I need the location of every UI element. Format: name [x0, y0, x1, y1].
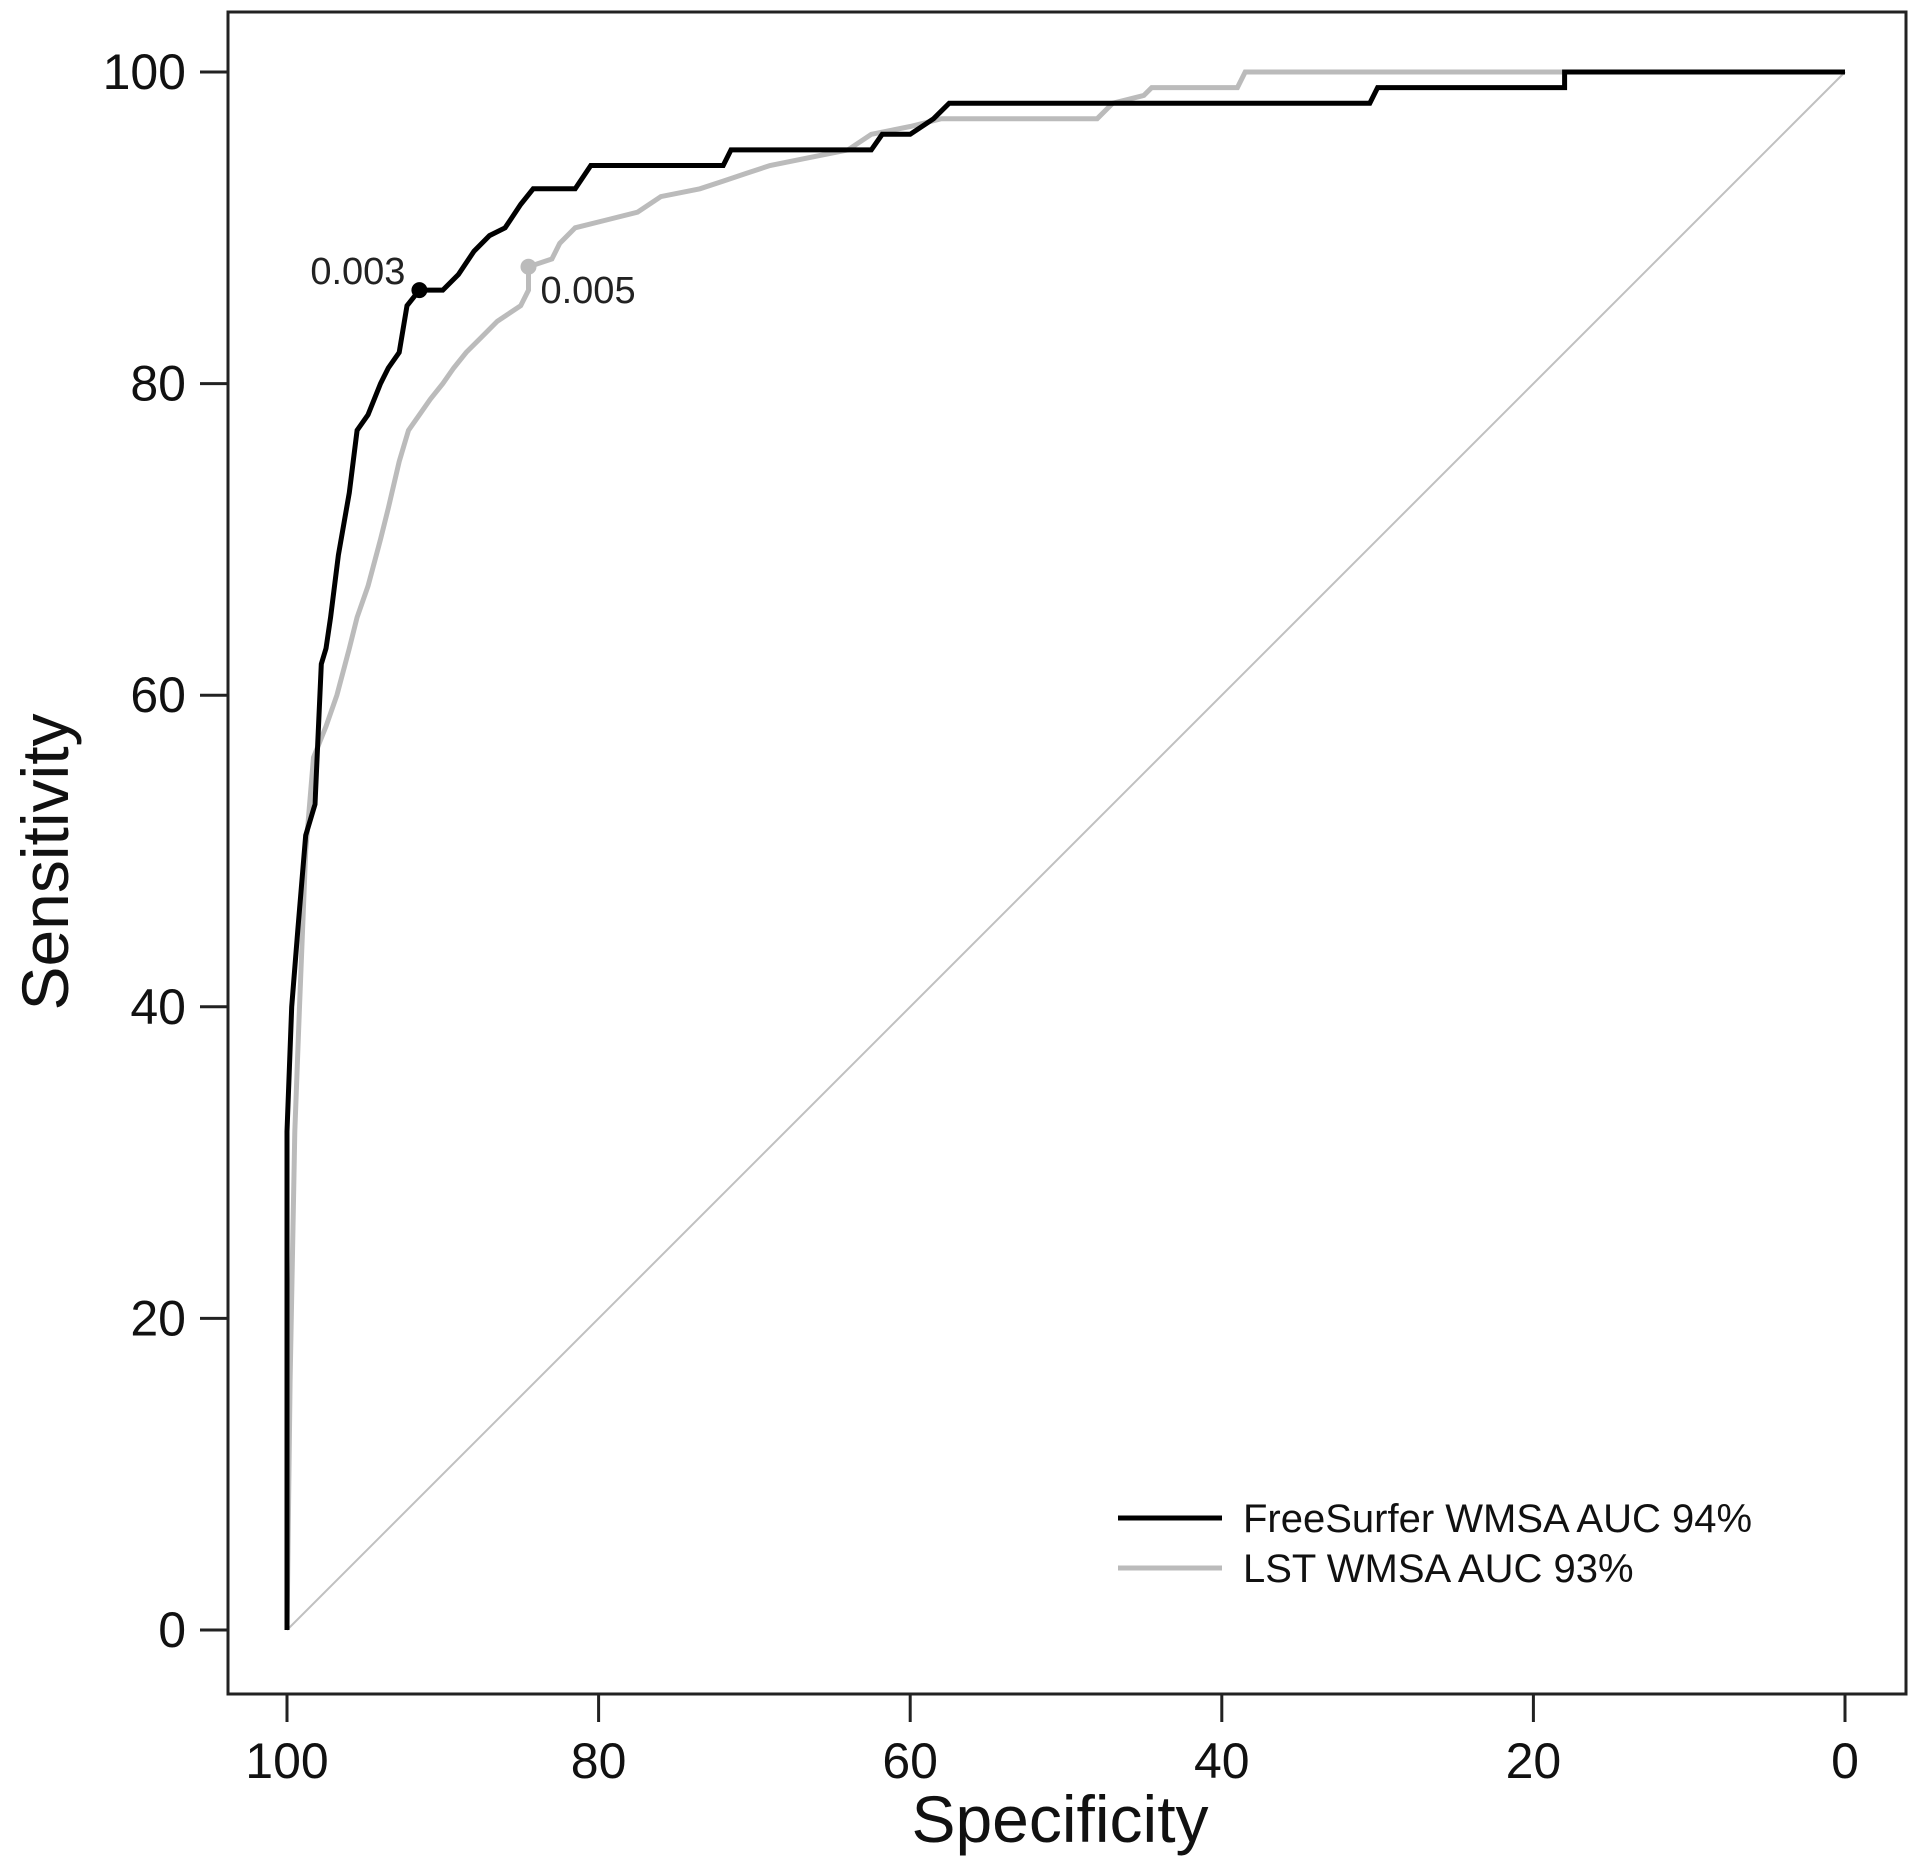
series-line-freesurfer [284, 69, 1845, 1630]
y-tick-label: 60 [130, 667, 186, 723]
x-tick-label: 0 [1831, 1733, 1859, 1789]
x-tick-label: 80 [571, 1733, 627, 1789]
y-axis-title: Sensitivity [8, 713, 82, 1010]
threshold-point-freesurfer [411, 282, 428, 299]
series-line-lst [284, 69, 1845, 1631]
threshold-point-lst [520, 258, 537, 275]
threshold-label-lst: 0.005 [540, 270, 635, 312]
y-tick-label: 0 [158, 1602, 186, 1658]
x-tick-label: 20 [1506, 1733, 1562, 1789]
x-ticks: 100 80 60 40 20 0 [245, 1694, 1859, 1789]
y-tick-label: 80 [130, 356, 186, 412]
x-tick-label: 40 [1194, 1733, 1250, 1789]
y-tick-label: 20 [130, 1290, 186, 1346]
y-tick-label: 40 [130, 979, 186, 1035]
annotations: 0.003 0.005 [310, 251, 635, 312]
legend: FreeSurfer WMSA AUC 94% LST WMSA AUC 93% [1118, 1497, 1752, 1591]
x-axis-title: Specificity [911, 1782, 1208, 1856]
y-tick-label: 100 [103, 44, 186, 100]
y-ticks: 0 20 40 60 80 100 [103, 44, 228, 1658]
threshold-label-freesurfer: 0.003 [310, 251, 405, 293]
reference-diagonal [286, 71, 1846, 1631]
legend-label-freesurfer: FreeSurfer WMSA AUC 94% [1243, 1497, 1752, 1541]
series-layer [284, 69, 1845, 1631]
x-tick-label: 60 [882, 1733, 938, 1789]
x-tick-label: 100 [245, 1733, 328, 1789]
plot-frame [226, 10, 1908, 1696]
legend-label-lst: LST WMSA AUC 93% [1243, 1547, 1634, 1591]
